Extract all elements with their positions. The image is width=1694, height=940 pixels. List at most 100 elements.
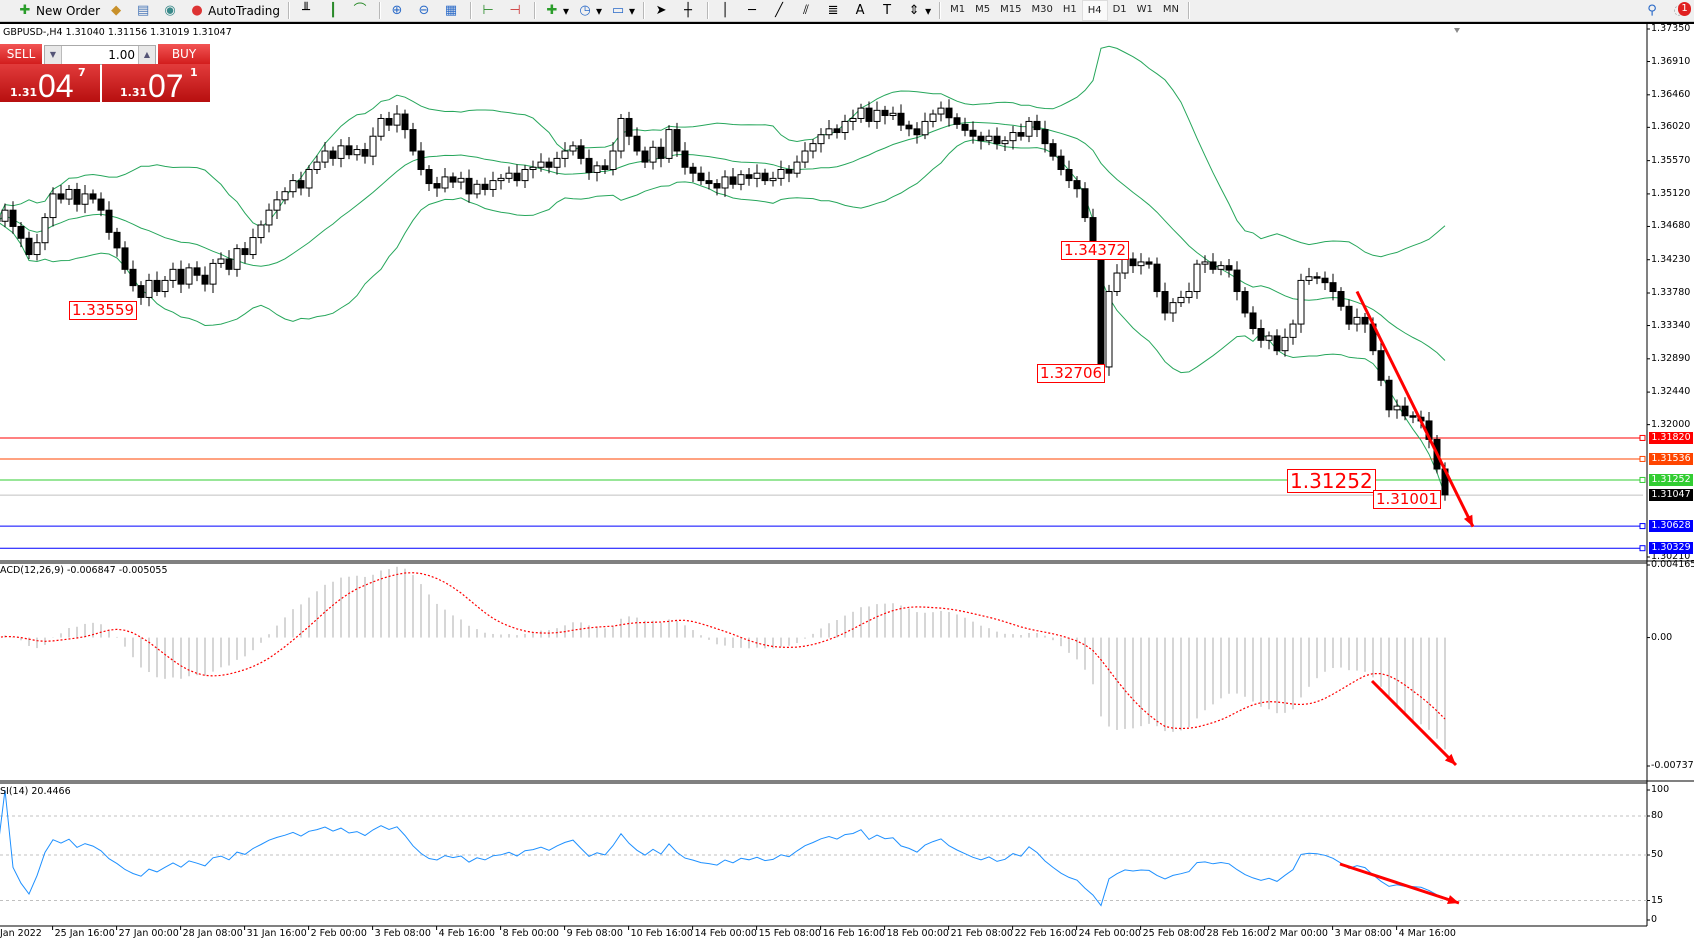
indicators-button[interactable]: ✚ ▾ xyxy=(541,1,572,20)
market-watch-button[interactable]: ▤ xyxy=(132,1,157,20)
time-axis-label: 4 Feb 16:00 xyxy=(438,928,495,939)
new-order-button[interactable]: ✚ New Order xyxy=(14,1,103,20)
buy-button[interactable]: BUY xyxy=(158,44,210,65)
candle xyxy=(441,168,449,193)
horizontal-line-button[interactable]: ─ xyxy=(741,1,766,20)
autoscroll-button[interactable]: ⊣ xyxy=(504,1,529,20)
candle-body xyxy=(1225,265,1233,271)
time-axis-label: 31 Jan 16:00 xyxy=(246,928,307,939)
metaeditor-button[interactable]: ◆ xyxy=(105,1,130,20)
candle xyxy=(881,105,889,125)
candle xyxy=(617,114,625,159)
candle-body xyxy=(737,174,745,185)
text-button[interactable]: A xyxy=(849,1,874,20)
cursor-button[interactable]: ➤ xyxy=(650,1,675,20)
candle-body xyxy=(601,165,609,171)
candle xyxy=(1313,272,1321,285)
timeframe-d1[interactable]: D1 xyxy=(1112,4,1127,15)
lot-increase-button[interactable]: ▲ xyxy=(138,46,155,64)
separator xyxy=(707,2,710,19)
arrows-button[interactable]: ⇕ ▾ xyxy=(903,1,934,20)
lot-decrease-button[interactable]: ▼ xyxy=(45,46,62,64)
candle-body xyxy=(649,146,657,163)
candle-body xyxy=(1281,336,1289,352)
candle xyxy=(1225,258,1233,278)
candle-body xyxy=(713,183,721,189)
separator xyxy=(1188,2,1191,19)
line-chart-button[interactable]: ⌒ xyxy=(349,1,374,20)
zoom-in-button[interactable]: ⊕ xyxy=(386,1,411,20)
price-label-2[interactable]: 1.34372 xyxy=(1061,241,1130,260)
fibonacci-button[interactable]: ≣ xyxy=(822,1,847,20)
templates-button[interactable]: ▭ ▾ xyxy=(611,2,636,18)
separator xyxy=(939,2,942,19)
candle-body xyxy=(1241,291,1249,314)
chart-shift-button[interactable]: ⊢ xyxy=(477,1,502,20)
candle-body xyxy=(265,209,273,226)
timeframe-mn[interactable]: MN xyxy=(1162,4,1180,15)
candle-body xyxy=(561,150,569,159)
zoom-out-button[interactable]: ⊖ xyxy=(413,1,438,20)
timeframe-m30[interactable]: M30 xyxy=(1031,4,1053,15)
candle-body xyxy=(953,117,961,125)
candlestick-button[interactable]: ┃ xyxy=(322,1,347,20)
candle-body xyxy=(1273,335,1281,352)
tile-windows-button[interactable]: ▦ xyxy=(440,1,465,20)
crosshair-button[interactable]: ┼ xyxy=(677,1,702,20)
price-label-1[interactable]: 1.33559 xyxy=(69,301,138,320)
timeframe-h1[interactable]: H1 xyxy=(1062,4,1077,15)
candle xyxy=(1041,120,1049,153)
autotrading-button[interactable]: ● AutoTrading xyxy=(186,1,283,20)
bar-chart-icon: ╨ xyxy=(302,2,310,18)
price-label-4[interactable]: 1.31252 xyxy=(1287,469,1376,493)
text-label-button[interactable]: T xyxy=(876,1,901,20)
candle xyxy=(537,153,545,172)
trendline-button[interactable]: ╱ xyxy=(768,1,793,20)
candle-body xyxy=(1025,120,1033,137)
candle xyxy=(57,185,65,204)
timeframe-m1[interactable]: M1 xyxy=(950,4,966,15)
sell-button[interactable]: SELL xyxy=(0,44,42,65)
price-axis-label: 1.34680 xyxy=(1651,220,1691,232)
vertical-line-button[interactable]: │ xyxy=(714,1,739,20)
candle xyxy=(801,142,809,169)
candle xyxy=(9,201,17,234)
signals-button[interactable]: ◉ xyxy=(159,1,184,20)
candle xyxy=(177,260,185,293)
candle-body xyxy=(153,279,161,293)
sell-price[interactable]: 1.31 04 7 xyxy=(0,64,100,102)
price-label-5[interactable]: 1.31001 xyxy=(1373,490,1442,509)
lot-size-field[interactable]: ▼ 1.00 ▲ xyxy=(44,45,156,65)
bar-chart-button[interactable]: ╨ xyxy=(295,1,320,20)
candle xyxy=(1321,271,1329,291)
candle-body xyxy=(1249,312,1257,329)
candle xyxy=(1281,328,1289,357)
price-axis-label: 1.32890 xyxy=(1651,352,1691,364)
candle-body xyxy=(65,188,73,200)
bollinger-band-lower xyxy=(0,139,1446,496)
candle-body xyxy=(1393,405,1401,411)
equidistant-channel-button[interactable]: ⫽ xyxy=(795,1,820,20)
candle-body xyxy=(89,193,97,200)
price-axis-label: 1.30210 xyxy=(1651,551,1691,562)
chat-button[interactable]: ◌ 1 xyxy=(1668,1,1693,20)
timeframe-m15[interactable]: M15 xyxy=(1000,4,1022,15)
timeframe-m5[interactable]: M5 xyxy=(975,4,991,15)
periods-button[interactable]: ◷ ▾ xyxy=(574,1,605,20)
timeframe-h4[interactable]: H4 xyxy=(1081,0,1108,21)
timeframe-w1[interactable]: W1 xyxy=(1136,4,1153,15)
buy-price-pipette: 1 xyxy=(190,66,198,79)
candle xyxy=(857,103,865,123)
candle xyxy=(217,252,225,268)
search-button[interactable]: ⚲ xyxy=(1641,1,1666,20)
price-label-3[interactable]: 1.32706 xyxy=(1037,364,1106,383)
candle xyxy=(1297,273,1305,333)
price-line-tag: 1.31047 xyxy=(1649,489,1693,502)
lot-value[interactable]: 1.00 xyxy=(108,48,135,62)
buy-price-big: 07 xyxy=(148,68,184,104)
candle-body xyxy=(1105,291,1113,368)
time-axis-label: 27 Jan 00:00 xyxy=(118,928,179,939)
candle xyxy=(1409,411,1417,424)
buy-price[interactable]: 1.31 07 1 xyxy=(102,64,210,102)
